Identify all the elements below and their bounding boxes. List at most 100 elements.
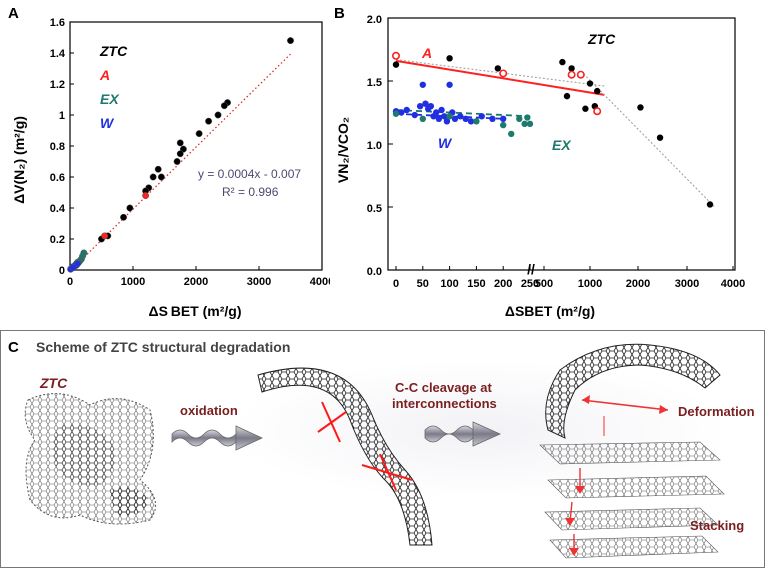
- panel-b-label-a: A: [421, 45, 432, 61]
- x-tick-label-left: 250: [521, 278, 539, 290]
- panel-b-point-ex: [524, 114, 531, 121]
- x-tick-label: 3000: [247, 276, 271, 288]
- panel-b-label-ztc: ZTC: [587, 31, 616, 47]
- x-tick-label-right: 3000: [675, 278, 699, 290]
- y-tick-label: 0.4: [50, 203, 66, 215]
- panel-a-chart: A 0 1000 2000 3000 4000 0 0.2 0.4 0.6 0.8 1 1.2 1.4 1…: [8, 5, 330, 319]
- deformation-label: Deformation: [678, 404, 755, 419]
- panel-a-legend-ex: EX: [100, 91, 120, 107]
- panel-b-point-a: [576, 70, 585, 79]
- graphene-sheet-3: [544, 507, 719, 531]
- panel-a-point-w: [69, 264, 77, 272]
- panel-b-point-ztc: [563, 92, 571, 100]
- panel-a-legend-ztc: ZTC: [99, 43, 128, 59]
- y-tick-label: 0.8: [50, 141, 65, 153]
- panel-b-point-a: [593, 107, 602, 116]
- deformation-arrow: [581, 399, 669, 411]
- panel-b-point-w: [419, 81, 426, 88]
- y-tick-label: 1.5: [367, 77, 382, 89]
- panel-b-point-w: [443, 118, 451, 125]
- panel-a-xlabel: ΔS BET (m²/g): [149, 303, 242, 319]
- panel-b-point-ztc: [559, 58, 566, 66]
- x-tick-label-right: 2000: [626, 278, 650, 290]
- y-tick-label: 0.6: [50, 172, 65, 184]
- panel-b-label: B: [334, 5, 345, 22]
- panel-a-point-a: [142, 192, 150, 200]
- panel-a-point-ztc: [220, 102, 228, 110]
- panel-c-label: C: [8, 339, 19, 356]
- panel-a-point-ztc: [214, 111, 222, 119]
- x-tick-label-right: 1000: [578, 278, 602, 290]
- panel-b-label-ex: EX: [552, 137, 572, 153]
- panel-a-legend-w: W: [100, 115, 115, 131]
- panel-b-trend-a: [395, 59, 605, 96]
- y-tick-label: 1.4: [50, 48, 66, 60]
- panel-b-point-w: [489, 115, 496, 123]
- panel-a-legend-a: A: [99, 67, 110, 83]
- panel-a-point-ztc: [176, 139, 184, 147]
- x-tick-label: 0: [67, 276, 73, 288]
- panel-b-point-ex: [419, 115, 426, 123]
- ztc-label: ZTC: [39, 375, 68, 391]
- panel-b-point-w: [500, 115, 507, 123]
- panel-c-scheme: C Scheme of ZTC structural degradation Z…: [0, 330, 765, 568]
- panel-b-point-ztc: [706, 201, 714, 208]
- panel-b-point-a: [567, 70, 576, 79]
- panel-b-point-ex: [508, 130, 515, 138]
- graphene-sheet-1: [539, 441, 721, 465]
- stacking-arrows-icon: [565, 468, 585, 556]
- panel-b-trend-ex: [395, 109, 531, 118]
- panel-b-point-ztc: [594, 87, 601, 95]
- panel-b-point-w: [403, 106, 410, 114]
- wavy-arrow-2-icon: [424, 421, 501, 447]
- y-tick-label: 1.0: [367, 140, 382, 152]
- x-tick-label-left: 200: [494, 278, 512, 290]
- panel-a-point-ztc: [173, 158, 181, 165]
- panel-b-point-ex: [526, 120, 534, 128]
- deformation-arrowheads-icon: [582, 395, 668, 414]
- x-tick-label-left: 50: [417, 278, 429, 290]
- panel-b-point-ztc: [637, 104, 644, 111]
- panel-b-point-w: [446, 81, 453, 88]
- panel-a-point-ztc: [157, 173, 165, 181]
- step-oxidation-label: oxidation: [180, 403, 238, 418]
- panel-a-point-ztc: [287, 37, 294, 45]
- panel-b-point-ex: [500, 121, 507, 129]
- y-tick-label: 1.2: [50, 79, 65, 91]
- panel-a-label: A: [8, 5, 19, 22]
- y-tick-label: 0.2: [50, 234, 65, 246]
- panel-b-point-ztc: [582, 105, 589, 112]
- panel-b-point-w: [441, 113, 448, 120]
- axis-break-mark: //: [527, 261, 535, 277]
- panel-a-ylabel: ΔV(N₂) (m²/g): [11, 116, 27, 204]
- y-tick-label: 0.5: [367, 203, 382, 215]
- panel-b-point-ex: [446, 113, 453, 120]
- panel-b-point-w: [462, 115, 469, 123]
- panel-b-point-w: [438, 106, 445, 114]
- cleavage-mark-2-icon: [361, 453, 413, 491]
- x-tick-label: 4000: [310, 276, 330, 288]
- panel-b-point-ztc: [568, 65, 575, 72]
- wavy-arrow-1-icon: [171, 425, 263, 451]
- panel-b-point-ztc: [586, 80, 594, 87]
- panel-a-point-ztc: [154, 165, 162, 173]
- x-tick-label-right: 500: [535, 278, 553, 290]
- x-tick-label: 2000: [184, 276, 208, 288]
- x-tick-label: 1000: [121, 276, 145, 288]
- deformed-fragment-illustration: [545, 343, 721, 439]
- panel-b-label-w: W: [438, 135, 453, 151]
- panel-b-ylabel: VN₂/VCO₂: [335, 117, 351, 183]
- panel-c-title: Scheme of ZTC structural degradation: [36, 339, 290, 355]
- panel-b-point-ztc: [494, 65, 502, 72]
- panel-a-equation: y = 0.0004x - 0.007: [198, 167, 301, 181]
- graphene-sheet-4: [549, 535, 719, 559]
- panel-b-point-w: [433, 109, 440, 116]
- panel-a-point-ztc: [195, 130, 203, 138]
- panel-b-point-w: [427, 103, 435, 110]
- panel-a-point-ztc: [149, 173, 157, 181]
- panel-b-point-w: [467, 118, 475, 125]
- y-tick-label: 0: [59, 265, 65, 277]
- y-tick-label: 1.6: [50, 17, 65, 29]
- step-cleavage-line1: C-C cleavage at: [395, 380, 492, 395]
- panel-a-point-w: [74, 260, 82, 268]
